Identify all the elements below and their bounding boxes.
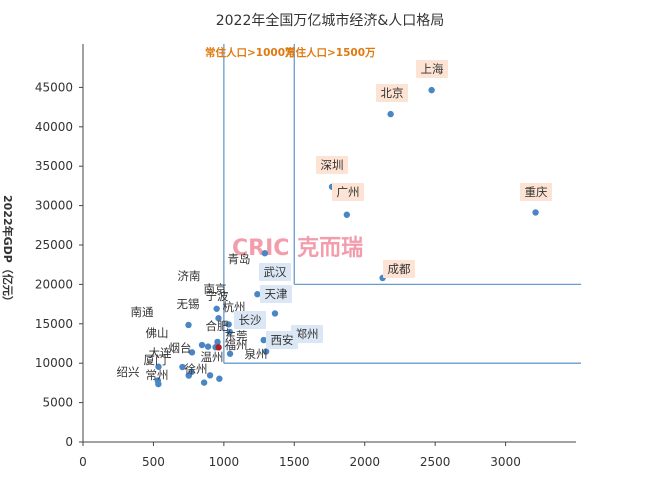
data-point-24 — [179, 363, 186, 371]
data-point-25 — [155, 363, 162, 370]
data-points — [154, 86, 539, 388]
y-tick-label: 5000 — [42, 396, 73, 410]
city-label-box — [316, 156, 348, 174]
city-label: 郑州 — [296, 327, 319, 341]
y-tick-label: 35000 — [35, 159, 73, 173]
data-point-4 — [532, 209, 539, 216]
x-tick-label: 0 — [79, 455, 87, 469]
city-label: 深圳 — [321, 158, 344, 172]
data-point-26 — [206, 372, 214, 379]
data-point-19 — [198, 341, 206, 349]
data-point-16 — [214, 338, 221, 346]
city-label: 大连 — [149, 346, 172, 360]
y-tick-label: 30000 — [35, 199, 73, 213]
city-label: 西安 — [271, 333, 294, 347]
data-point-1 — [387, 110, 394, 118]
city-label: 佛山 — [146, 326, 169, 340]
city-label-box — [266, 331, 298, 349]
city-label: 北京 — [381, 86, 404, 100]
data-point-14 — [226, 328, 233, 336]
data-point-3 — [343, 211, 351, 218]
x-tick-label: 1500 — [279, 455, 310, 469]
city-label: 重庆 — [525, 185, 548, 199]
threshold-label: 常住人口>1500万 — [285, 46, 376, 59]
watermark: CRIC 克而瑞 — [232, 235, 363, 261]
city-label: 天津 — [265, 287, 288, 301]
data-point-23 — [226, 350, 234, 357]
y-tick-label: 0 — [65, 435, 73, 449]
city-label-box — [259, 263, 291, 281]
data-point-6 — [261, 250, 269, 257]
data-point-32 — [200, 379, 208, 386]
city-label: 广州 — [337, 185, 360, 199]
city-label: 上海 — [421, 62, 444, 76]
city-label-box — [291, 325, 323, 343]
data-point-29 — [188, 368, 195, 376]
city-label: 泉州 — [245, 347, 268, 361]
x-tick-label: 2500 — [420, 455, 451, 469]
data-point-12 — [225, 321, 232, 328]
y-tick-label: 10000 — [35, 356, 73, 370]
data-point-22 — [262, 348, 270, 355]
y-tick-label: 45000 — [35, 80, 73, 94]
data-point-15 — [260, 336, 267, 344]
x-tick-label: 500 — [142, 455, 165, 469]
data-point-10 — [271, 310, 279, 317]
y-tick-label: 20000 — [35, 277, 73, 291]
data-point-20 — [204, 343, 212, 350]
city-label: 长沙 — [239, 313, 262, 327]
data-point-11 — [215, 315, 222, 322]
city-label: 成都 — [388, 262, 411, 276]
data-point-18 — [215, 344, 222, 351]
city-label: 武汉 — [264, 265, 287, 279]
city-label-box — [260, 285, 292, 303]
city-label: 济南 — [178, 269, 201, 283]
data-point-9 — [213, 305, 220, 312]
chart-title: 2022年全国万亿城市经济&人口格局 — [215, 13, 445, 29]
city-label-box — [520, 183, 552, 201]
data-point-13 — [185, 321, 192, 329]
watermark-text: CRIC 克而瑞 — [232, 235, 363, 261]
city-label: 南通 — [131, 305, 154, 319]
data-point-7 — [254, 291, 261, 298]
x-tick-label: 2000 — [349, 455, 380, 469]
city-label: 合肥 — [206, 319, 229, 333]
city-label-box — [332, 183, 364, 201]
city-label: 无锡 — [177, 297, 200, 311]
city-label: 绍兴 — [117, 365, 140, 379]
city-label: 温州 — [201, 350, 224, 364]
x-tick-label: 1000 — [209, 455, 240, 469]
city-label-box — [234, 311, 266, 329]
x-tick-label: 3000 — [490, 455, 521, 469]
data-point-21 — [188, 349, 196, 356]
city-label: 常州 — [146, 368, 169, 382]
data-point-28 — [216, 375, 223, 382]
data-point-0 — [428, 86, 435, 94]
axes: 0 500 1000 1500 2000 2500 30000500010000150002… — [35, 44, 576, 469]
city-label-box — [383, 260, 415, 278]
city-label-box — [376, 84, 408, 102]
city-label: 徐州 — [185, 362, 208, 376]
y-tick-label: 25000 — [35, 238, 73, 252]
city-label: 青岛 — [228, 252, 251, 266]
city-label: 烟台 — [169, 341, 192, 355]
city-label-box — [416, 60, 448, 78]
data-point-31 — [155, 380, 162, 388]
city-label: 杭州 — [223, 300, 246, 314]
threshold-label: 常住人口>1000万 — [205, 46, 296, 59]
city-label: 宁波 — [206, 289, 229, 303]
city-label: 厦门 — [144, 353, 167, 367]
city-label: 东莞 — [225, 329, 248, 343]
city-label: 南京 — [204, 282, 227, 296]
y-tick-label: 15000 — [35, 317, 73, 331]
city-label: 福州 — [225, 338, 248, 352]
y-tick-label: 40000 — [35, 120, 73, 134]
